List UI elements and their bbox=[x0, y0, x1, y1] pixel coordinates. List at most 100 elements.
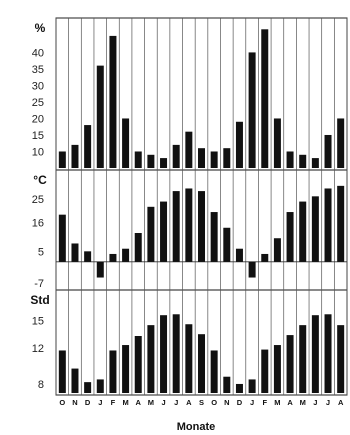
sunshine-tick-label: 15 bbox=[32, 316, 44, 328]
precipitation-bar bbox=[147, 154, 155, 168]
month-label: N bbox=[224, 398, 229, 407]
month-label: A bbox=[136, 398, 142, 407]
sunshine-bar bbox=[248, 379, 256, 393]
precipitation-bar bbox=[223, 148, 231, 168]
month-label: S bbox=[199, 398, 204, 407]
sunshine-bar bbox=[172, 314, 180, 393]
temperature-tick-label: -7 bbox=[34, 278, 44, 290]
precipitation-bar bbox=[248, 52, 256, 168]
month-label: J bbox=[250, 398, 254, 407]
month-label: M bbox=[122, 398, 128, 407]
precipitation-bar bbox=[299, 154, 307, 168]
sunshine-bar bbox=[147, 325, 155, 393]
month-label: J bbox=[313, 398, 317, 407]
precipitation-bar bbox=[311, 158, 319, 168]
precipitation-bar bbox=[261, 29, 269, 169]
sunshine-tick-label: 8 bbox=[38, 379, 44, 391]
sunshine-bar bbox=[58, 350, 66, 393]
precipitation-bar bbox=[210, 151, 218, 168]
sunshine-bar bbox=[96, 379, 104, 393]
month-label: J bbox=[98, 398, 102, 407]
month-label: A bbox=[287, 398, 293, 407]
month-label: M bbox=[148, 398, 154, 407]
precipitation-bar bbox=[273, 118, 281, 168]
temperature-bar bbox=[273, 238, 281, 262]
month-label: A bbox=[186, 398, 192, 407]
tick-labels: 10 15 20 25 30 35 40 -7 5 16 25 8 12 15 bbox=[32, 47, 44, 391]
precipitation-tick-label: 30 bbox=[32, 80, 44, 92]
temperature-bar bbox=[223, 227, 231, 262]
sunshine-bar bbox=[109, 350, 117, 393]
temperature-bar bbox=[134, 233, 142, 262]
month-label: M bbox=[300, 398, 306, 407]
precipitation-bar bbox=[160, 158, 168, 168]
sunshine-bar bbox=[337, 325, 345, 393]
sunshine-bar bbox=[286, 335, 294, 393]
precipitation-bar bbox=[198, 148, 205, 168]
temperature-bar bbox=[172, 191, 180, 262]
month-label: F bbox=[262, 398, 267, 407]
precipitation-bar bbox=[84, 125, 92, 168]
month-label: A bbox=[338, 398, 344, 407]
month-label: J bbox=[161, 398, 165, 407]
precipitation-tick-label: 20 bbox=[32, 113, 44, 125]
temperature-bar bbox=[160, 201, 168, 262]
temperature-bar bbox=[261, 253, 269, 262]
month-label: M bbox=[274, 398, 280, 407]
precipitation-tick-label: 10 bbox=[32, 146, 44, 158]
temperature-bar bbox=[122, 248, 130, 262]
sunshine-bar bbox=[273, 345, 281, 393]
month-label: J bbox=[174, 398, 178, 407]
bars bbox=[58, 29, 345, 393]
temperature-tick-label: 5 bbox=[38, 246, 44, 258]
sunshine-bar bbox=[311, 315, 319, 393]
precipitation-tick-label: 25 bbox=[32, 97, 44, 109]
temperature-tick-label: 25 bbox=[32, 194, 44, 206]
temperature-tick-label: 16 bbox=[32, 218, 44, 230]
month-label: N bbox=[72, 398, 77, 407]
sunshine-bar bbox=[185, 324, 193, 393]
sunshine-bar bbox=[84, 382, 92, 393]
sunshine-bar bbox=[261, 349, 269, 393]
sunshine-bar bbox=[324, 314, 332, 393]
temperature-bar bbox=[286, 212, 294, 262]
sunshine-bar bbox=[122, 345, 130, 393]
sunshine-bar bbox=[235, 383, 243, 393]
temperature-bar bbox=[96, 261, 104, 278]
precipitation-bar bbox=[286, 151, 294, 168]
temperature-unit-label: °C bbox=[33, 173, 47, 187]
temperature-bar bbox=[71, 243, 79, 262]
month-label: O bbox=[59, 398, 65, 407]
sunshine-bar bbox=[223, 376, 231, 393]
month-label: D bbox=[237, 398, 243, 407]
precipitation-bar bbox=[185, 131, 193, 168]
precipitation-bar bbox=[122, 118, 130, 168]
precipitation-bar bbox=[134, 151, 142, 168]
temperature-bar bbox=[210, 212, 218, 262]
temperature-bar bbox=[311, 196, 319, 262]
precipitation-bar bbox=[324, 134, 332, 168]
temperature-bar bbox=[248, 261, 256, 278]
gridlines bbox=[55, 18, 348, 395]
precipitation-unit-label: % bbox=[35, 21, 46, 35]
month-label: J bbox=[326, 398, 330, 407]
temperature-bar bbox=[147, 206, 155, 262]
x-axis-label: Monate bbox=[177, 421, 216, 433]
temperature-bar bbox=[299, 201, 307, 262]
unit-labels: % °C Std bbox=[30, 21, 49, 307]
precipitation-bar bbox=[109, 35, 117, 168]
precipitation-tick-label: 15 bbox=[32, 130, 44, 142]
temperature-bar bbox=[185, 188, 193, 262]
sunshine-tick-label: 12 bbox=[32, 343, 44, 355]
precipitation-bar bbox=[71, 144, 79, 168]
temperature-bar bbox=[109, 253, 117, 262]
month-label: D bbox=[85, 398, 91, 407]
sunshine-bar bbox=[160, 315, 168, 393]
precipitation-bar bbox=[96, 65, 104, 168]
month-label: F bbox=[111, 398, 116, 407]
sunshine-bar bbox=[299, 325, 307, 393]
sunshine-bar bbox=[210, 350, 218, 393]
precipitation-bar bbox=[235, 121, 243, 168]
